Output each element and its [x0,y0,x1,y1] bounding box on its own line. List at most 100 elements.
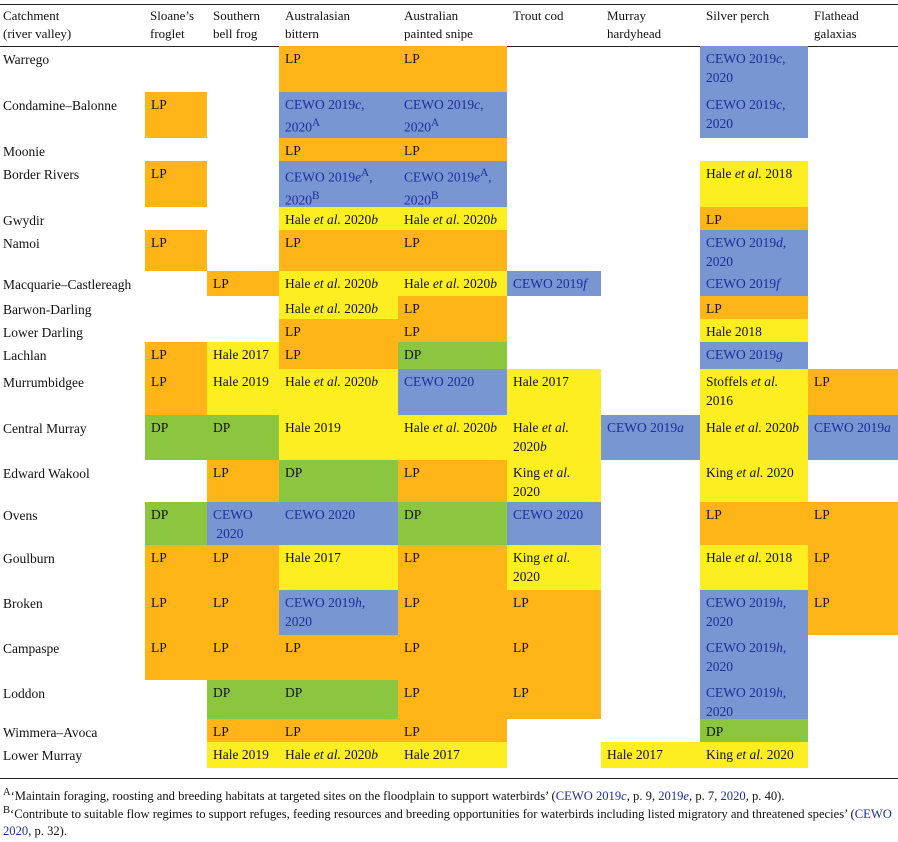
catchment-name: Macquarie–Castlereagh [3,277,132,292]
table-cell: LP [207,271,279,296]
table-cell: CEWO 2019c, 2020 [700,92,808,138]
table-cell: LP [398,138,507,161]
table-cell: LP [145,635,207,680]
table-cell: Hale 2017 [601,742,700,768]
table-cell: Hale et al. 2018 [700,161,808,207]
catchment-name: Broken [3,596,43,611]
catchment-name: Lachlan [3,348,47,363]
table-cell: LP [279,46,398,92]
table-cell: LP [398,46,507,92]
table-cell: CEWO 2020 [207,502,279,545]
catchment-name: Ovens [3,508,38,523]
table-cell: LP [507,635,601,680]
table-cell: CEWO 2019c, 2020A [398,92,507,138]
table-cell: King et al. 2020 [507,545,601,590]
table-cell: Hale 2017 [398,742,507,768]
table-cell: CEWO 2019h, 2020 [700,590,808,635]
column-header: Murray hardyhead [607,7,661,43]
catchment-name: Murrumbidgee [3,375,84,390]
table-cell: LP [279,319,398,342]
table-cell: LP [207,590,279,635]
table-cell: DP [207,415,279,460]
column-header: Silver perch [706,7,769,25]
table-cell: Hale et al. 2020b [700,415,808,460]
header-line: galaxias [814,26,857,41]
header-line: Catchment [3,8,60,23]
header-line: Trout cod [513,8,564,23]
table-cell: LP [507,590,601,635]
column-header: Australasian bittern [285,7,350,43]
column-header: Sloane’s froglet [150,7,194,43]
table-cell: DP [398,342,507,369]
column-header: Southern bell frog [213,7,260,43]
table-cell: CEWO 2019g [700,342,808,369]
header-line: Flathead [814,8,859,23]
header-line: Sloane’s [150,8,195,23]
catchment-name: Namoi [3,236,40,251]
table-cell: Hale 2018 [700,319,808,342]
table-cell: Hale et al. 2020b [279,742,398,768]
table-cell: LP [808,369,898,415]
header-line: Southern [213,8,260,23]
header-line: Australian [404,8,459,23]
table-cell: LP [279,635,398,680]
table-rule [0,778,898,780]
catchment-name: Campaspe [3,641,60,656]
table-cell: LP [145,342,207,369]
header-line: Silver perch [706,8,770,23]
catchment-name: Loddon [3,686,45,701]
table-cell: Stoffels et al. 2016 [700,369,808,415]
catchment-name: Barwon-Darling [3,302,92,317]
table-cell: LP [207,719,279,742]
header-line: bittern [285,26,319,41]
header-line: painted snipe [404,26,473,41]
table-cell: Hale et al. 2020b [279,369,398,415]
table-cell: LP [145,161,207,207]
table-cell: LP [398,635,507,680]
table-cell: LP [700,502,808,545]
table-cell: DP [700,719,808,742]
table-cell: LP [398,680,507,719]
table-cell: CEWO 2020 [398,369,507,415]
table-cell: CEWO 2020 [279,502,398,545]
table-cell: LP [398,296,507,319]
header-line: hardyhead [607,26,662,41]
header-line: Australasian [285,8,350,23]
table-cell: LP [808,502,898,545]
catchment-name: Lower Darling [3,325,83,340]
table-cell: LP [145,590,207,635]
table-cell: CEWO 2019eA, 2020B [279,161,398,207]
table-cell: CEWO 2019d, 2020 [700,230,808,271]
table-cell: Hale et al. 2020b [279,271,398,296]
table-cell: CEWO 2019h, 2020 [700,680,808,719]
table-cell: Hale et al. 2020b [279,207,398,230]
table-cell: LP [808,545,898,590]
table-rule [0,4,898,6]
table-cell: DP [398,502,507,545]
table-cell: CEWO 2019h, 2020 [279,590,398,635]
table-cell: CEWO 2019c, 2020 [700,46,808,92]
table-cell: DP [279,680,398,719]
table-cell: CEWO 2019eA, 2020B [398,161,507,207]
table-cell: LP [700,207,808,230]
header-line: (river valley) [3,26,72,41]
table-cell: CEWO 2019h, 2020 [700,635,808,680]
table-cell: LP [279,230,398,271]
table-cell: LP [398,590,507,635]
catchment-name: Lower Murray [3,748,83,763]
catchment-name: Central Murray [3,421,87,436]
column-header: Australian painted snipe [404,7,473,43]
table-cell: Hale 2017 [507,369,601,415]
catchment-name: Goulburn [3,551,55,566]
catchment-name: Moonie [3,144,45,159]
table-cell: LP [207,545,279,590]
table-cell: Hale et al. 2020b [507,415,601,460]
table-cell: King et al. 2020 [700,460,808,502]
table-cell: CEWO 2019a [601,415,700,460]
table-cell: LP [398,545,507,590]
table-cell: Hale 2019 [207,742,279,768]
header-line: Murray [607,8,646,23]
table-cell: CEWO 2019f [700,271,808,296]
table-cell: Hale 2019 [207,369,279,415]
table-cell: LP [398,230,507,271]
